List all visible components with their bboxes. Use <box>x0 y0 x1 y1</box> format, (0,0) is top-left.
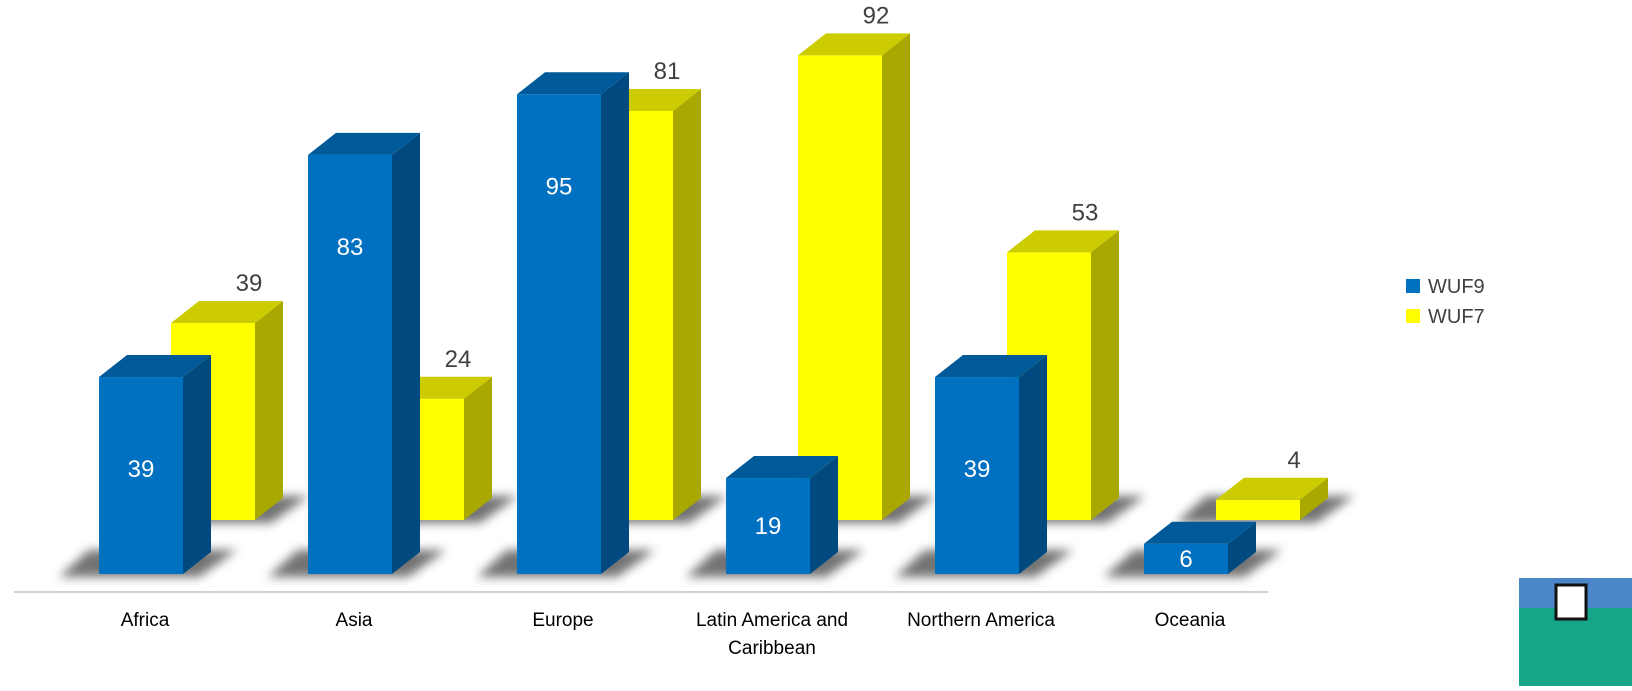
data-label-wuf7-africa: 39 <box>236 270 263 297</box>
data-label-wuf7-latin-america-and-caribbean: 92 <box>863 2 890 29</box>
bars: 39 39 24 83 81 95 92 19 53 39 4 6 <box>99 2 1328 574</box>
data-label-wuf7-northern-america: 53 <box>1072 199 1099 226</box>
data-label-wuf9-northern-america: 39 <box>964 456 991 483</box>
category-label-northern-america: Northern America <box>907 610 1055 631</box>
category-label-europe: Europe <box>532 610 593 631</box>
data-label-wuf9-asia: 83 <box>337 234 364 261</box>
category-labels: Africa Asia Europe Latin America and Caribbe… <box>121 610 1226 659</box>
corner-logo <box>1519 578 1632 686</box>
category-label-latin-america-and-caribbean: Latin America and Caribbean <box>696 610 848 659</box>
bar-wuf9-northern-america: 39 <box>935 355 1047 574</box>
data-label-wuf7-oceania: 4 <box>1287 447 1300 474</box>
bar-wuf9-latin-america-and-caribbean: 19 <box>726 456 838 574</box>
bar-wuf7-oceania: 4 <box>1216 447 1328 520</box>
data-label-wuf7-europe: 81 <box>654 58 681 85</box>
legend-item-wuf9: WUF9 <box>1406 276 1485 298</box>
bar-wuf9-africa: 39 <box>99 355 211 574</box>
legend-label: WUF7 <box>1428 306 1485 328</box>
legend-label: WUF9 <box>1428 276 1485 298</box>
data-label-wuf9-africa: 39 <box>128 456 155 483</box>
data-label-wuf9-europe: 95 <box>546 173 573 200</box>
bar-wuf9-asia: 83 <box>308 132 420 574</box>
bar-wuf9-europe: 95 <box>517 72 629 574</box>
bar-wuf7-latin-america-and-caribbean: 92 <box>798 2 910 521</box>
legend-swatch <box>1406 279 1420 293</box>
data-label-wuf9-oceania: 6 <box>1179 546 1192 573</box>
category-label-oceania: Oceania <box>1155 610 1226 631</box>
category-label-africa: Africa <box>121 610 170 631</box>
data-label-wuf7-asia: 24 <box>445 346 472 373</box>
legend-item-wuf7: WUF7 <box>1406 306 1485 328</box>
category-label-asia: Asia <box>336 610 373 631</box>
legend-swatch <box>1406 309 1420 323</box>
data-label-wuf9-latin-america-and-caribbean: 19 <box>755 513 782 540</box>
legend: WUF9 WUF7 <box>1406 276 1485 328</box>
bar-wuf9-oceania: 6 <box>1144 521 1256 574</box>
